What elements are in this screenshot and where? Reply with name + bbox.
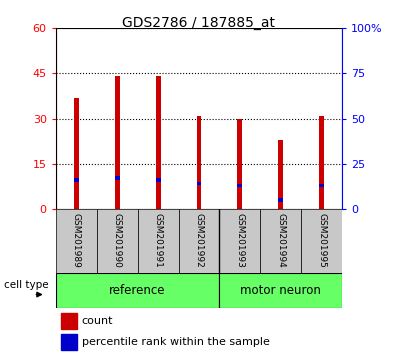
Bar bbox=[238, 184, 242, 187]
Bar bbox=[219, 209, 260, 273]
Text: motor neuron: motor neuron bbox=[240, 284, 321, 297]
Bar bbox=[61, 334, 77, 350]
Text: cell type: cell type bbox=[4, 280, 49, 290]
Bar bbox=[260, 209, 301, 273]
Bar bbox=[56, 209, 97, 273]
Bar bbox=[115, 176, 119, 180]
Bar bbox=[156, 178, 160, 182]
Bar bbox=[197, 182, 201, 185]
Bar bbox=[301, 209, 342, 273]
Bar bbox=[115, 76, 119, 209]
Text: GSM201993: GSM201993 bbox=[236, 213, 244, 268]
Bar bbox=[56, 273, 219, 308]
Bar bbox=[61, 313, 77, 329]
Bar bbox=[238, 119, 242, 209]
Text: GSM201989: GSM201989 bbox=[72, 213, 81, 268]
Bar bbox=[74, 98, 79, 209]
Text: GSM201994: GSM201994 bbox=[276, 213, 285, 268]
Bar bbox=[197, 115, 201, 209]
Text: count: count bbox=[82, 316, 113, 326]
Bar bbox=[56, 28, 342, 209]
Bar bbox=[138, 209, 179, 273]
Text: GSM201995: GSM201995 bbox=[317, 213, 326, 268]
Bar bbox=[279, 140, 283, 209]
Text: reference: reference bbox=[109, 284, 166, 297]
Text: GSM201990: GSM201990 bbox=[113, 213, 122, 268]
Bar bbox=[97, 209, 138, 273]
Text: GDS2786 / 187885_at: GDS2786 / 187885_at bbox=[123, 16, 275, 30]
Bar bbox=[156, 76, 160, 209]
Bar bbox=[74, 178, 79, 182]
Bar bbox=[319, 115, 324, 209]
Text: percentile rank within the sample: percentile rank within the sample bbox=[82, 337, 269, 348]
Bar bbox=[279, 198, 283, 202]
Text: GSM201991: GSM201991 bbox=[154, 213, 162, 268]
Bar bbox=[319, 184, 324, 187]
Bar bbox=[219, 273, 342, 308]
Bar bbox=[179, 209, 219, 273]
Text: GSM201992: GSM201992 bbox=[195, 213, 203, 268]
